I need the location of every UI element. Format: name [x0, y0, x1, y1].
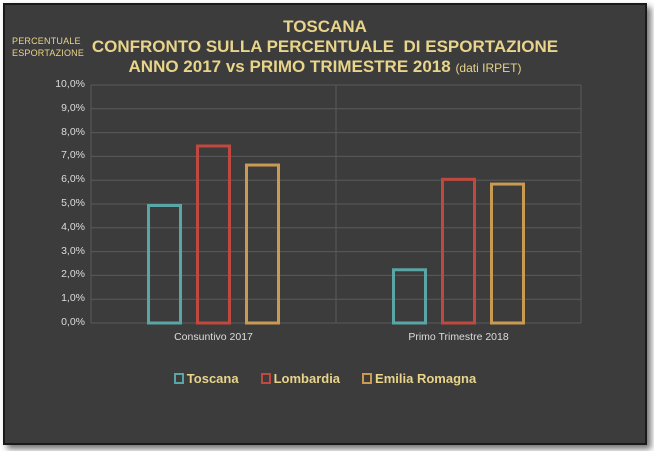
chart-subtitle-line2: ANNO 2017 vs PRIMO TRIMESTRE 2018 (dati …: [5, 57, 645, 77]
y-tick-label: 3,0%: [61, 244, 85, 257]
y-tick-label: 6,0%: [61, 173, 85, 186]
legend-item: Emilia Romagna: [362, 371, 476, 386]
legend-label: Emilia Romagna: [375, 371, 477, 386]
legend-label: Toscana: [186, 371, 239, 386]
bar-lombardia: [441, 177, 476, 325]
bar-lombardia: [196, 144, 231, 325]
bar-emilia-romagna: [245, 163, 280, 325]
y-tick-label: 2,0%: [61, 268, 85, 281]
bar-emilia-romagna: [490, 182, 525, 325]
legend-label: Lombardia: [273, 371, 341, 386]
x-category-label: Consuntivo 2017: [174, 331, 253, 343]
x-category-label: Primo Trimestre 2018: [408, 331, 509, 343]
y-tick-label: 8,0%: [61, 125, 85, 138]
legend-item: Lombardia: [260, 371, 341, 386]
y-axis-label-line2: ESPORTAZIONE: [12, 48, 85, 58]
chart-title: TOSCANA: [283, 17, 367, 36]
chart-subtitle-line1: CONFRONTO SULLA PERCENTUALE DI ESPORTAZI…: [91, 37, 559, 56]
bar-toscana: [147, 204, 182, 325]
y-tick-label: 1,0%: [61, 292, 85, 305]
chart-frame: TOSCANA CONFRONTO SULLA PERCENTUALE DI E…: [3, 3, 647, 445]
y-tick-label: 5,0%: [61, 197, 85, 209]
legend-item: Toscana: [173, 371, 239, 386]
y-tick-label: 0,0%: [61, 316, 85, 328]
y-tick-label: 7,0%: [61, 149, 85, 162]
subtitle-note: (dati IRPET): [455, 61, 522, 75]
legend-swatch: [173, 373, 184, 384]
bar-toscana: [392, 268, 427, 325]
chart-plot: [90, 84, 582, 325]
subtitle-main: ANNO 2017 vs PRIMO TRIMESTRE 2018: [128, 57, 451, 76]
y-tick-label: 9,0%: [61, 101, 85, 114]
legend-swatch: [260, 373, 271, 384]
y-tick-label: 4,0%: [61, 220, 85, 233]
legend-swatch: [362, 373, 373, 384]
legend: Toscana Lombardia Emilia Romagna: [5, 371, 645, 386]
y-tick-label: 10,0%: [55, 78, 85, 90]
y-axis-label-line1: PERCENTUALE: [12, 36, 81, 46]
